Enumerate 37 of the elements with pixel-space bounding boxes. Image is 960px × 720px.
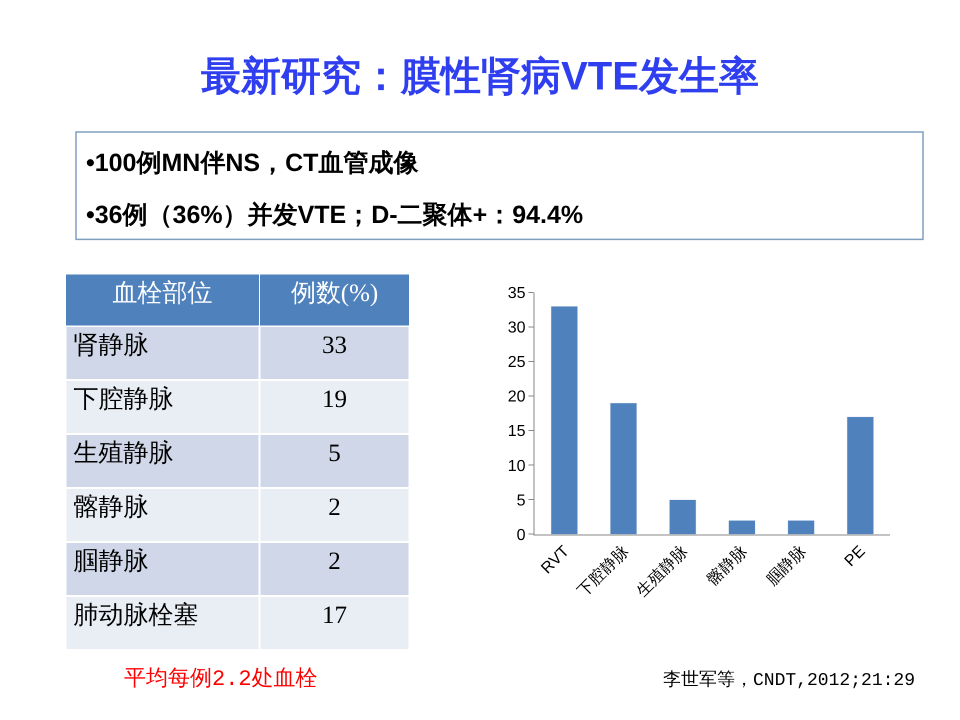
category-label: 髂静脉 xyxy=(73,492,148,521)
text: 5 xyxy=(328,440,341,467)
text: 平均每例2.2处血栓 xyxy=(124,666,318,692)
category-label: 肺动脉栓塞 xyxy=(73,600,198,629)
y-tick-label: 30 xyxy=(508,320,526,337)
text: •36例（36%）并发VTE；D-二聚体+：94.4% xyxy=(86,201,584,229)
bar xyxy=(550,306,578,534)
category-label: 下腔静脉 xyxy=(73,384,174,413)
bar xyxy=(669,499,696,534)
text: •100例MN伴NS，CT血管成像 xyxy=(86,149,420,177)
text: 19 xyxy=(322,386,347,413)
y-tick-label: 0 xyxy=(516,526,526,544)
text: 2 xyxy=(328,494,341,521)
bar xyxy=(728,520,756,534)
y-tick-label: 10 xyxy=(508,458,526,475)
text: 血栓部位 xyxy=(112,278,212,307)
x-tick-label: 腘静脉 xyxy=(762,542,810,589)
y-tick-label: 15 xyxy=(508,423,526,440)
x-tick-label: 下腔静脉 xyxy=(574,542,632,600)
x-tick-label: 生殖静脉 xyxy=(633,542,692,600)
bar xyxy=(610,402,638,534)
category-label: 肾静脉 xyxy=(73,330,148,359)
category-label: 生殖静脉 xyxy=(73,438,174,467)
bar xyxy=(788,520,815,534)
text: 17 xyxy=(322,602,347,629)
x-tick-label: PE xyxy=(842,542,869,570)
y-tick-label: 5 xyxy=(516,492,526,510)
text: 例数(%) xyxy=(290,280,378,307)
y-tick-label: 25 xyxy=(508,354,526,372)
chart-title: 最新研究：膜性肾病VTE发生率 xyxy=(201,54,759,99)
y-tick-label: 35 xyxy=(508,285,526,302)
text: 李世军等，CNDT,2012;21:29 xyxy=(663,670,916,691)
y-tick-label: 20 xyxy=(508,388,526,406)
bar xyxy=(846,416,874,534)
text: 33 xyxy=(322,332,347,359)
text: 2 xyxy=(328,548,341,575)
x-tick-label: 髂静脉 xyxy=(704,542,750,589)
